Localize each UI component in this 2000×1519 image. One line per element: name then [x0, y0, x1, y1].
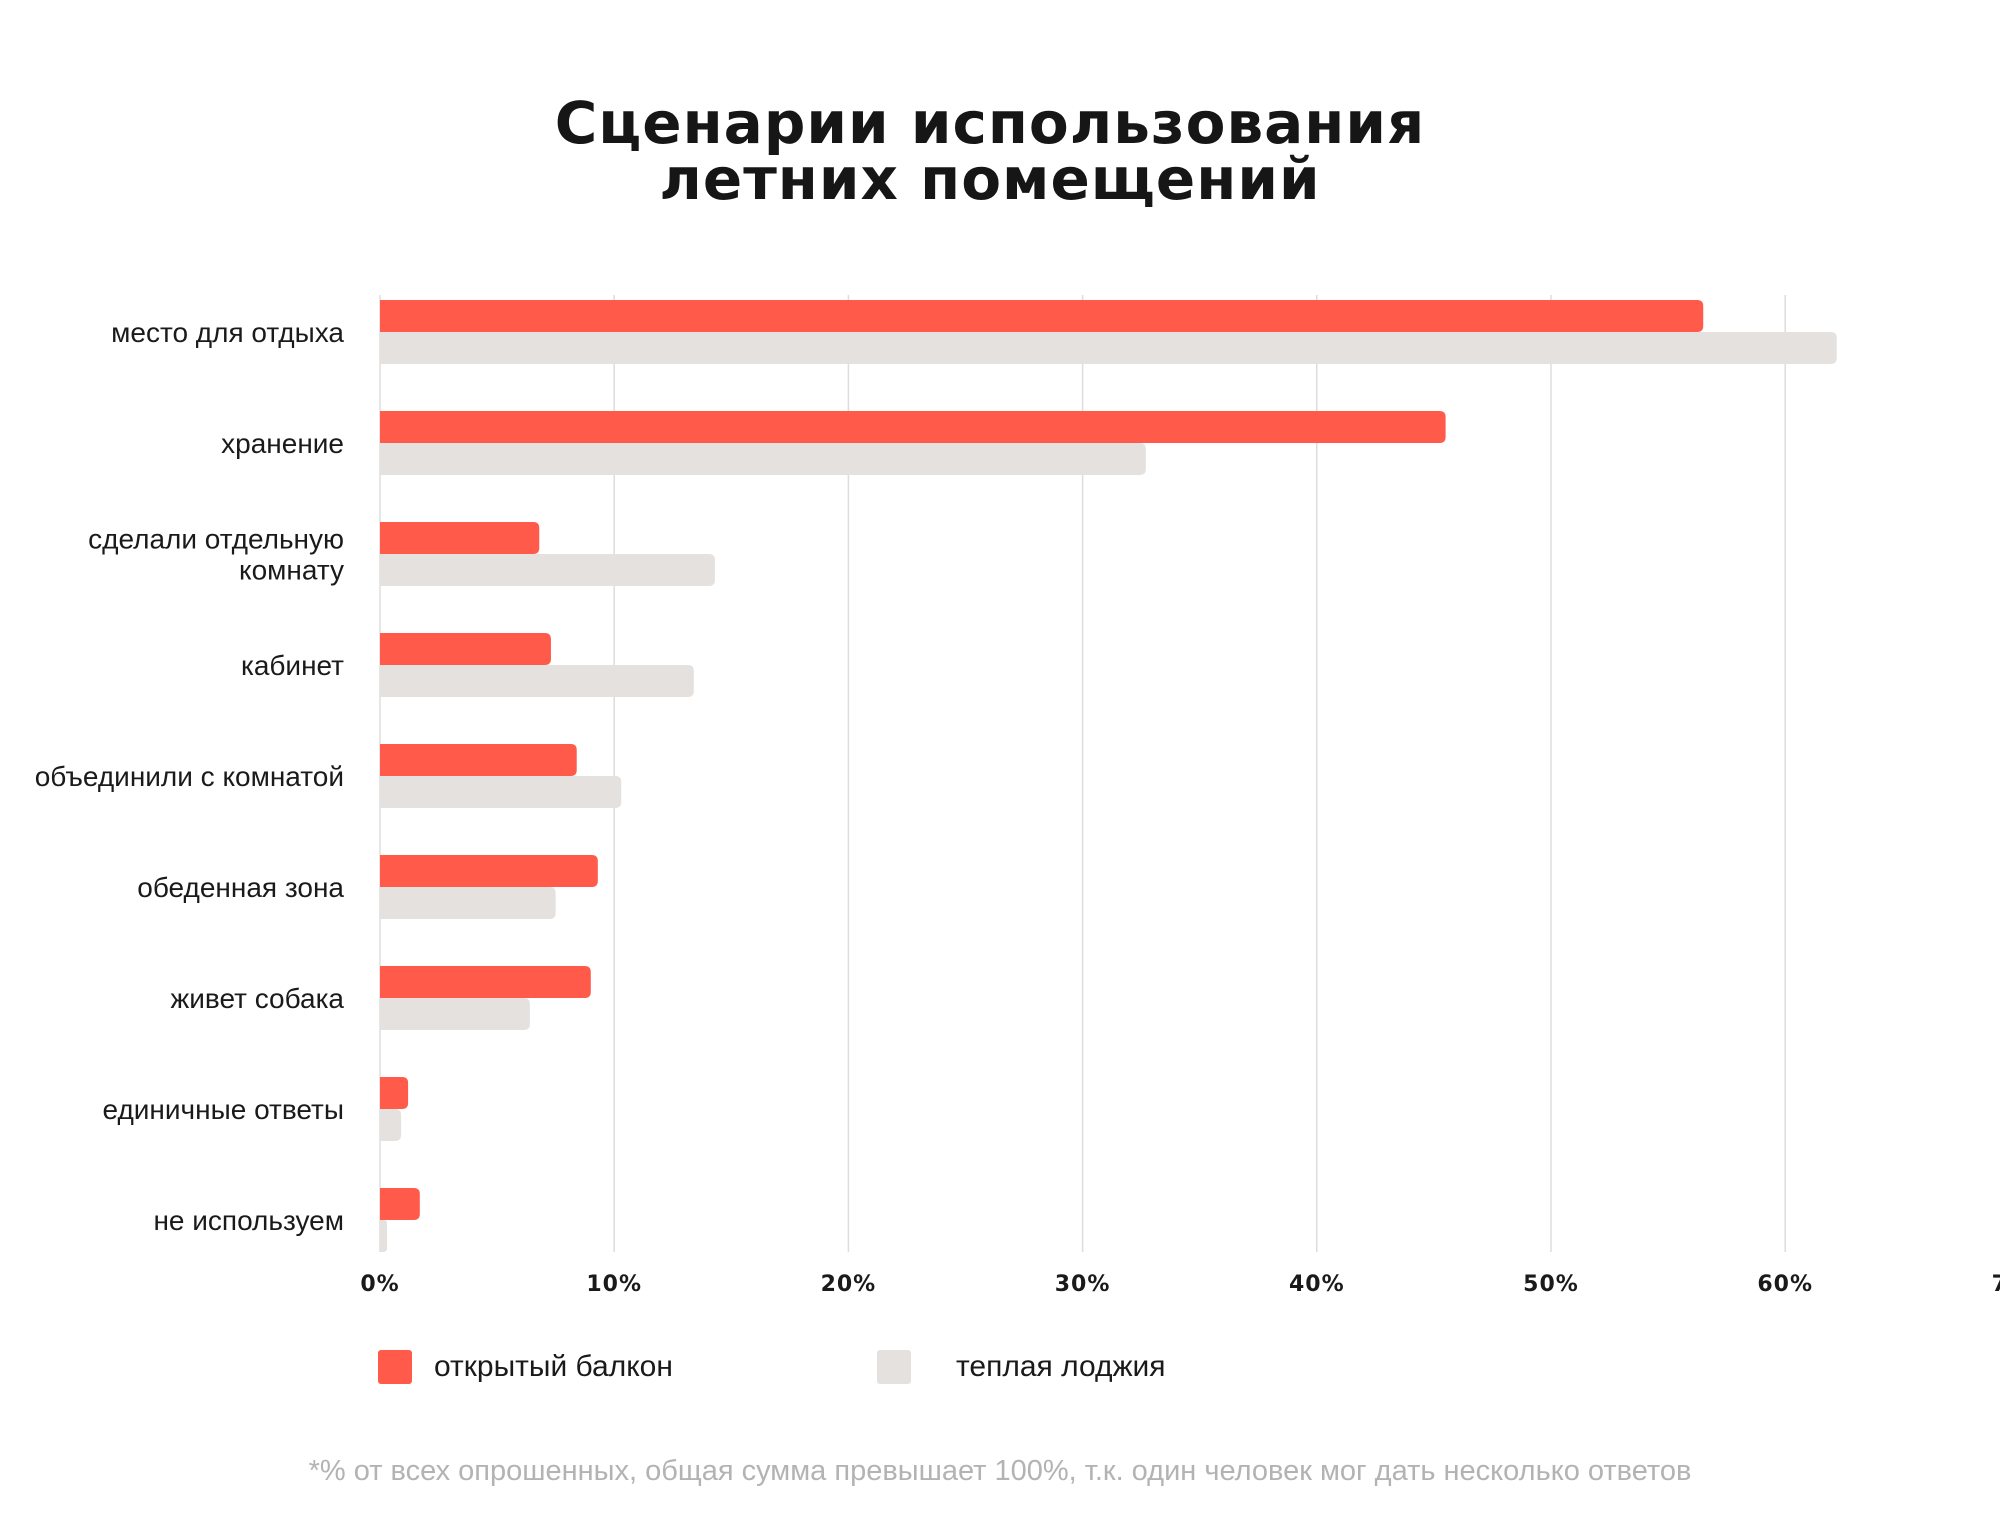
category-label: объединили с комнатой [35, 761, 344, 792]
legend: открытый балкон теплая лоджия [0, 1350, 2000, 1390]
bar-chart: место для отдыха хранение сделали отдельну… [35, 295, 2000, 1297]
bar-warm-loggia [380, 1109, 402, 1141]
bar-open-balcony [380, 966, 591, 998]
bar-open-balcony [380, 855, 598, 887]
bar-open-balcony [380, 411, 1446, 443]
bar-warm-loggia [380, 998, 530, 1030]
category-labels: место для отдыха хранение сделали отдельну… [35, 317, 345, 1236]
bar-open-balcony [380, 744, 577, 776]
chart-title-line-1: Сценарии использования [554, 89, 1426, 157]
legend-swatch-warm-loggia [877, 1350, 911, 1384]
category-label: обеденная зона [137, 872, 344, 903]
bar-warm-loggia [380, 887, 556, 919]
x-tick-label: 40% [1289, 1272, 1345, 1297]
bar-open-balcony [380, 633, 551, 665]
x-tick-label: 10% [586, 1272, 642, 1297]
category-label: единичные ответы [103, 1094, 345, 1125]
x-tick-label: 0% [360, 1272, 399, 1297]
x-axis-tick-labels: 0% 10% 20% 30% 40% 50% 60% 70% [360, 1272, 2000, 1297]
bars [380, 300, 1837, 1252]
bar-open-balcony [380, 1188, 420, 1220]
bar-warm-loggia [380, 554, 715, 586]
bar-open-balcony [380, 1077, 409, 1109]
x-tick-label: 50% [1523, 1272, 1579, 1297]
x-tick-label: 30% [1055, 1272, 1111, 1297]
legend-item-open-balcony: открытый балкон [378, 1350, 673, 1384]
legend-swatch-open-balcony [378, 1350, 412, 1384]
bar-warm-loggia [380, 776, 622, 808]
category-label: не используем [153, 1205, 344, 1236]
bar-open-balcony [380, 300, 1704, 332]
x-tick-label: 60% [1757, 1272, 1813, 1297]
x-tick-label: 70% [1992, 1272, 2000, 1297]
category-label: комнату [239, 555, 344, 586]
category-label: кабинет [241, 650, 344, 681]
chart-title-line-2: летних помещений [659, 145, 1321, 213]
bar-warm-loggia [380, 1220, 388, 1252]
footnote: *% от всех опрошенных, общая сумма превы… [308, 1455, 1692, 1487]
legend-label-open-balcony: открытый балкон [434, 1350, 673, 1383]
legend-label-warm-loggia: теплая лоджия [956, 1350, 1166, 1383]
category-label: живет собака [171, 983, 345, 1014]
legend-item-warm-loggia: теплая лоджия [877, 1350, 1166, 1384]
x-tick-label: 20% [821, 1272, 877, 1297]
bar-warm-loggia [380, 443, 1146, 475]
category-label: место для отдыха [111, 317, 344, 348]
category-label: хранение [221, 428, 344, 459]
bar-warm-loggia [380, 332, 1837, 364]
category-label: сделали отдельную [88, 524, 344, 555]
chart-title: Сценарии использования летних помещений [0, 89, 1980, 213]
bar-warm-loggia [380, 665, 694, 697]
bar-open-balcony [380, 522, 540, 554]
